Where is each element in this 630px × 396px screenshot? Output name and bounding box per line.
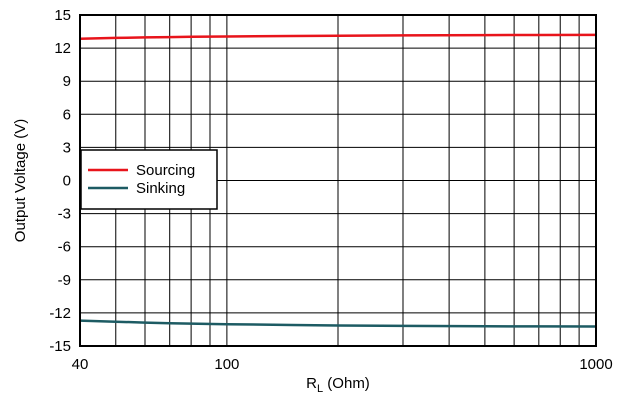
series-line-sourcing (79, 33, 597, 40)
x-tick-label: 100 (214, 356, 239, 373)
y-tick-label: 15 (54, 7, 71, 24)
x-tick-labels: 40 100 1000 (72, 356, 613, 373)
series-lines (79, 33, 597, 328)
legend-label-sinking: Sinking (136, 180, 185, 197)
y-tick-label: 6 (63, 106, 71, 123)
x-axis-title-rest: (Ohm) (323, 375, 370, 392)
x-axis-title-subscript: L (317, 383, 323, 395)
legend-box (80, 149, 218, 210)
legend-label-sourcing: Sourcing (136, 162, 195, 179)
y-axis-title: Output Voltage (V) (12, 119, 29, 242)
series-line-sinking (79, 319, 597, 328)
x-axis-title: RL (Ohm) (306, 375, 370, 395)
y-tick-label: 0 (63, 173, 71, 190)
grid-lines (79, 14, 597, 347)
y-tick-label: -6 (58, 239, 71, 256)
y-tick-labels: 15 12 9 6 3 0 -3 -6 -9 -12 -15 (49, 7, 71, 355)
legend: Sourcing Sinking (80, 149, 218, 210)
y-tick-label: -9 (58, 272, 71, 289)
y-tick-label: -15 (49, 338, 71, 355)
x-tick-label: 40 (72, 356, 89, 373)
y-tick-label: 9 (63, 73, 71, 90)
x-axis-title-main: R (306, 375, 317, 392)
plot-frame (79, 14, 597, 347)
y-tick-label: -3 (58, 206, 71, 223)
x-tick-label: 1000 (579, 356, 612, 373)
y-tick-label: 12 (54, 40, 71, 57)
y-tick-label: -12 (49, 305, 71, 322)
y-tick-label: 3 (63, 139, 71, 156)
